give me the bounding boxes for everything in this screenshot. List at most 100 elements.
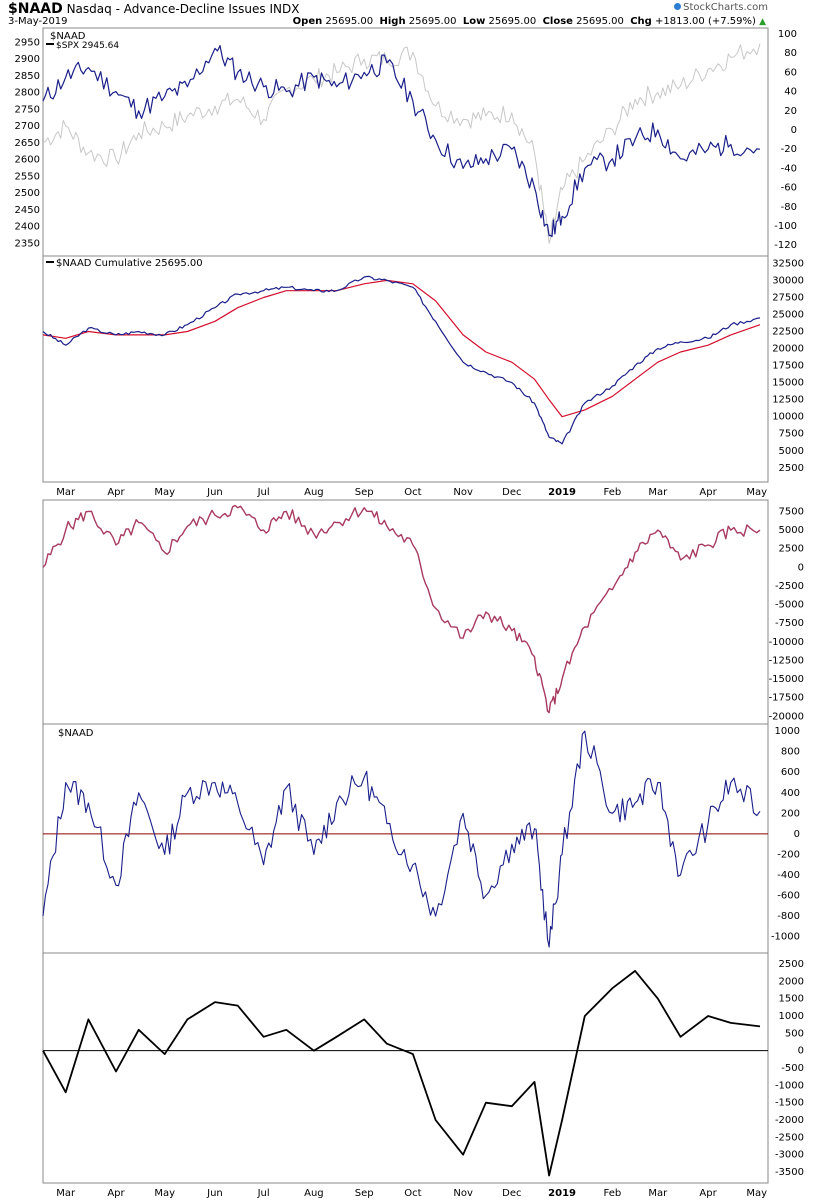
y-tick-left: 2850	[15, 71, 40, 82]
x-tick-label: Oct	[404, 1188, 421, 1199]
y-tick-right: -2000	[775, 1115, 804, 1126]
x-tick-label: 2019	[548, 1188, 576, 1199]
x-tick-label: Dec	[502, 1188, 521, 1199]
x-tick-label: Mar	[56, 1188, 76, 1199]
x-tick-label: Jul	[257, 1188, 270, 1199]
chg-label: Chg	[630, 16, 652, 27]
x-tick-label: Sep	[355, 487, 374, 498]
legend-naad-daily-text: $NAAD	[58, 728, 94, 739]
series-naad-line	[42, 44, 761, 238]
panel-frame-3	[42, 499, 769, 725]
y-tick-right: -3500	[775, 1167, 804, 1178]
legend-naad-daily: $NAAD	[58, 728, 94, 739]
y-tick-right: -40	[781, 163, 797, 174]
y-tick-right: 500	[785, 1028, 804, 1039]
x-tick-label: Apr	[699, 487, 717, 498]
y-tick-right: 200	[781, 808, 800, 819]
legend-spx: $SPX 2945.64	[46, 41, 119, 51]
x-tick-label: Mar	[648, 1188, 668, 1199]
y-tick-right: 2500	[779, 544, 804, 555]
y-tick-right: 15000	[772, 378, 804, 389]
x-tick-label: Jun	[206, 1188, 223, 1199]
y-tick-right: 25000	[772, 310, 804, 321]
chart-date: 3-May-2019	[8, 16, 68, 27]
y-tick-right: 80	[784, 48, 797, 59]
y-tick-right: 17500	[772, 361, 804, 372]
y-tick-right: 800	[781, 747, 800, 758]
chg-value: +1813.00 (+7.59%)	[655, 16, 756, 27]
y-tick-right: 1000	[775, 726, 800, 737]
x-tick-label: May	[746, 487, 767, 498]
y-tick-right: -600	[777, 891, 800, 902]
high-value: 25695.00	[408, 16, 457, 27]
y-tick-left: 2500	[15, 188, 40, 199]
y-tick-right: 60	[784, 67, 797, 78]
high-label: High	[379, 16, 406, 27]
y-tick-right: 0	[798, 1046, 804, 1057]
y-tick-right: 20000	[772, 344, 804, 355]
y-tick-right: -2500	[775, 1132, 804, 1143]
x-tick-label: Mar	[648, 487, 668, 498]
up-arrow-icon: ▲	[759, 17, 766, 27]
series-cumulative-ma-line	[42, 279, 761, 418]
y-tick-right: 0	[798, 562, 804, 573]
y-tick-right: -500	[781, 1063, 804, 1074]
panel-frame-2	[42, 255, 769, 483]
y-tick-right: -20000	[769, 711, 804, 722]
y-tick-right: 20	[784, 106, 797, 117]
y-tick-right: -7500	[775, 618, 804, 629]
y-tick-right: 100	[778, 29, 797, 40]
y-tick-right: 2500	[779, 463, 804, 474]
x-tick-label: Sep	[355, 1188, 374, 1199]
symbol: $NAAD	[8, 1, 63, 17]
x-tick-label: Jun	[206, 487, 223, 498]
x-tick-label: Dec	[502, 487, 521, 498]
y-tick-right: 5000	[779, 525, 804, 536]
y-tick-left: 2650	[15, 138, 40, 149]
x-tick-label: Jul	[257, 487, 270, 498]
y-tick-left: 2350	[15, 238, 40, 249]
y-tick-right: -80	[781, 202, 797, 213]
x-tick-label: May	[746, 1188, 767, 1199]
y-tick-left: 2600	[15, 155, 40, 166]
y-tick-left: 2700	[15, 121, 40, 132]
legend-spx-swatch	[46, 43, 54, 45]
x-tick-label: Mar	[56, 487, 76, 498]
legend-naad: $NAAD	[50, 31, 86, 42]
y-tick-right: -1000	[775, 1080, 804, 1091]
x-tick-label: Oct	[404, 487, 421, 498]
y-tick-right: -120	[774, 240, 797, 251]
y-tick-right: 10000	[772, 412, 804, 423]
y-tick-right: 0	[794, 829, 800, 840]
x-tick-label: 2019	[548, 487, 576, 498]
series-oscillator-line	[42, 504, 761, 714]
panel-frame-4	[42, 723, 769, 954]
y-tick-right: 7500	[779, 506, 804, 517]
chart-title: $NAAD Nasdaq - Advance-Decline Issues IN…	[8, 1, 299, 17]
x-tick-label: Nov	[453, 487, 473, 498]
y-tick-right: 22500	[772, 327, 804, 338]
x-tick-label: May	[154, 1188, 175, 1199]
y-tick-right: -12500	[769, 655, 804, 666]
y-tick-right: 1500	[779, 994, 804, 1005]
y-tick-right: 0	[791, 125, 797, 136]
low-value: 25695.00	[488, 16, 537, 27]
x-tick-label: Apr	[107, 487, 125, 498]
open-label: Open	[292, 16, 323, 27]
y-tick-right: 32500	[772, 258, 804, 269]
legend-cumulative-swatch	[46, 261, 54, 263]
x-tick-label: Apr	[699, 1188, 717, 1199]
y-tick-right: -1000	[771, 932, 800, 943]
y-tick-right: -1500	[775, 1098, 804, 1109]
y-tick-right: -400	[777, 870, 800, 881]
x-tick-label: Feb	[604, 487, 622, 498]
brand[interactable]: StockCharts.com	[674, 2, 768, 13]
y-tick-right: -5000	[775, 600, 804, 611]
y-tick-right: 2000	[779, 976, 804, 987]
series-naad-daily-line	[42, 730, 761, 948]
y-tick-right: 40	[784, 87, 797, 98]
brand-logo-icon	[674, 3, 682, 10]
low-label: Low	[462, 16, 486, 27]
